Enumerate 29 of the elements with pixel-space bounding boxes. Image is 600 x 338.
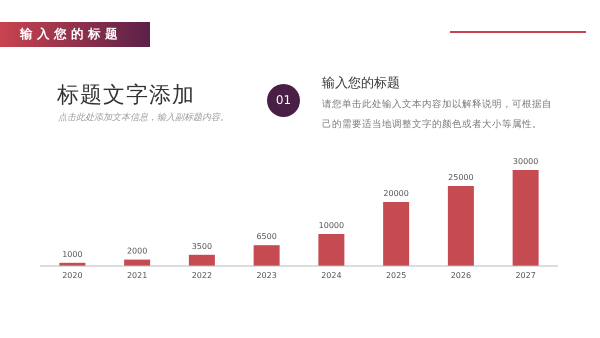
data-label: 30000 xyxy=(512,157,538,166)
x-tick-label: 2023 xyxy=(256,271,277,280)
data-label: 6500 xyxy=(256,232,277,242)
x-tick-label: 2026 xyxy=(450,271,472,280)
bar xyxy=(448,186,474,266)
data-label: 3500 xyxy=(192,242,212,251)
text: 请您单击此处输入文本内容加以解释说明，可根据自己的需要适当地调整文字的颜色或者大小等属性。 xyxy=(322,98,553,132)
chart-subtitle: 点击此处添加文本信息，输入副标题内容。 xyxy=(58,112,229,124)
bar xyxy=(188,254,215,266)
data-label: 20000 xyxy=(383,189,409,198)
bar xyxy=(512,170,539,266)
text: 输入您的标题 xyxy=(20,26,122,43)
text: 输入您的标题 xyxy=(322,75,400,92)
data-label: 1000 xyxy=(62,250,83,259)
bar xyxy=(383,202,410,266)
text: 01 xyxy=(267,84,300,117)
data-label: 25000 xyxy=(448,173,474,182)
x-tick-label: 2021 xyxy=(126,271,148,280)
x-tick-label: 2025 xyxy=(386,271,406,280)
x-tick-label: 2024 xyxy=(321,271,342,280)
chart-title: 标题文字添加 xyxy=(57,82,195,110)
bar xyxy=(254,245,280,266)
x-tick-label: 2027 xyxy=(515,271,536,280)
x-tick-label: 2020 xyxy=(62,271,83,280)
bar xyxy=(124,260,150,266)
x-tick-label: 2022 xyxy=(192,271,212,280)
data-label: 10000 xyxy=(318,221,344,230)
bar xyxy=(318,234,344,266)
data-label: 2000 xyxy=(126,246,148,256)
